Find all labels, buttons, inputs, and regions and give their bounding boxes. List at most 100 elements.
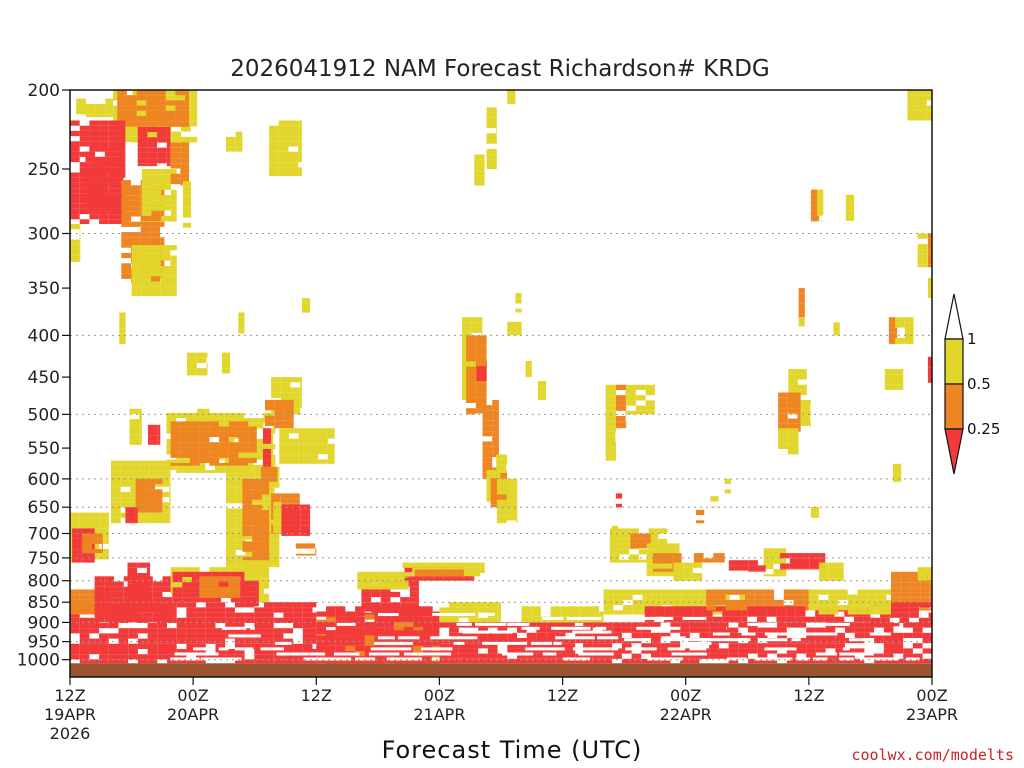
ri-cell <box>683 573 693 579</box>
ri-cell <box>145 489 156 495</box>
ri-cell <box>265 399 275 406</box>
ri-cell <box>615 384 626 390</box>
ri-cell <box>104 156 115 162</box>
ri-cell <box>845 658 855 664</box>
ri-cell <box>160 271 171 277</box>
ri-cell <box>486 164 497 169</box>
ri-cell <box>767 648 778 654</box>
ri-cell <box>335 635 346 641</box>
ri-cell <box>288 120 299 126</box>
ri-cell <box>219 437 229 443</box>
ri-cell <box>70 654 80 660</box>
ri-cell <box>169 486 171 492</box>
ri-cell <box>605 405 616 411</box>
ri-cell <box>555 648 566 654</box>
ri-cell <box>517 658 527 664</box>
ri-cell <box>718 653 729 659</box>
ri-cell <box>221 368 231 374</box>
ri-cell <box>384 606 394 612</box>
ri-cell <box>355 611 365 617</box>
ri-cell <box>79 177 90 183</box>
ri-cell <box>857 594 868 600</box>
white-streak <box>397 636 420 640</box>
ri-cell <box>603 589 614 595</box>
ri-cell <box>114 151 124 157</box>
ri-cell <box>910 587 921 593</box>
ri-cell <box>712 621 723 623</box>
ri-cell <box>615 421 616 427</box>
ri-cell <box>79 141 90 147</box>
ri-cell <box>228 586 239 592</box>
ri-cell <box>235 487 246 493</box>
ri-cell <box>560 616 570 622</box>
ri-cell <box>108 654 119 660</box>
white-streak <box>681 641 712 645</box>
ri-cell <box>119 312 126 318</box>
ri-cell <box>602 632 613 638</box>
ri-cell <box>278 141 289 147</box>
ri-cell <box>94 591 105 598</box>
ri-cell <box>702 616 713 622</box>
ri-cell <box>327 454 335 460</box>
ri-cell <box>486 117 497 123</box>
ri-cell <box>778 408 788 414</box>
white-streak <box>572 630 594 634</box>
ri-cell <box>405 587 409 590</box>
ri-cell <box>263 573 270 579</box>
ri-cell <box>162 607 173 613</box>
white-streak <box>712 632 730 636</box>
ri-cell <box>880 612 890 618</box>
ri-cell <box>364 661 375 664</box>
ri-cell <box>111 497 121 503</box>
ri-cell <box>787 449 798 455</box>
ri-cell <box>516 484 518 490</box>
ri-cell <box>228 421 239 427</box>
ri-cell <box>496 489 507 495</box>
ri-cell <box>289 443 299 449</box>
ri-cell <box>141 221 152 222</box>
ri-cell <box>169 491 171 498</box>
ri-cell <box>79 151 90 157</box>
ri-cell <box>463 569 465 575</box>
ri-cell <box>648 533 659 539</box>
ri-cell <box>161 95 172 101</box>
ri-cell <box>847 594 858 600</box>
y-tick-label: 1000 <box>17 651 60 671</box>
ri-cell <box>180 152 190 159</box>
ri-cell <box>70 512 80 518</box>
ri-cell <box>196 638 206 644</box>
ri-cell <box>263 583 270 589</box>
ri-cell <box>221 582 231 588</box>
ri-cell <box>480 562 485 568</box>
ri-cell <box>409 597 419 603</box>
ri-cell <box>114 607 124 613</box>
ri-cell <box>893 463 902 469</box>
ri-cell <box>228 567 239 573</box>
ri-cell <box>205 617 216 623</box>
ri-cell <box>161 169 171 175</box>
ri-cell <box>279 454 289 460</box>
ri-cell <box>253 423 264 429</box>
ri-cell <box>85 109 96 115</box>
ri-cell <box>159 471 170 477</box>
ri-cell <box>170 200 177 206</box>
ri-cell <box>661 599 672 606</box>
ri-cell <box>797 413 801 419</box>
ri-cell <box>507 95 516 101</box>
ri-cell <box>166 418 177 424</box>
ri-cell <box>680 648 690 654</box>
ri-cell <box>927 264 928 268</box>
white-streak <box>462 630 491 634</box>
ri-cell <box>335 606 346 612</box>
ri-cell <box>788 374 798 380</box>
ri-cell <box>79 219 90 224</box>
ri-cell <box>867 589 877 595</box>
ri-cell <box>131 200 141 207</box>
ri-cell <box>583 627 593 633</box>
ri-cell <box>79 517 90 523</box>
ri-cell <box>230 571 241 577</box>
ri-cell <box>927 288 932 294</box>
ri-cell <box>876 589 887 595</box>
ri-cell <box>85 114 96 118</box>
ri-cell <box>490 499 501 505</box>
